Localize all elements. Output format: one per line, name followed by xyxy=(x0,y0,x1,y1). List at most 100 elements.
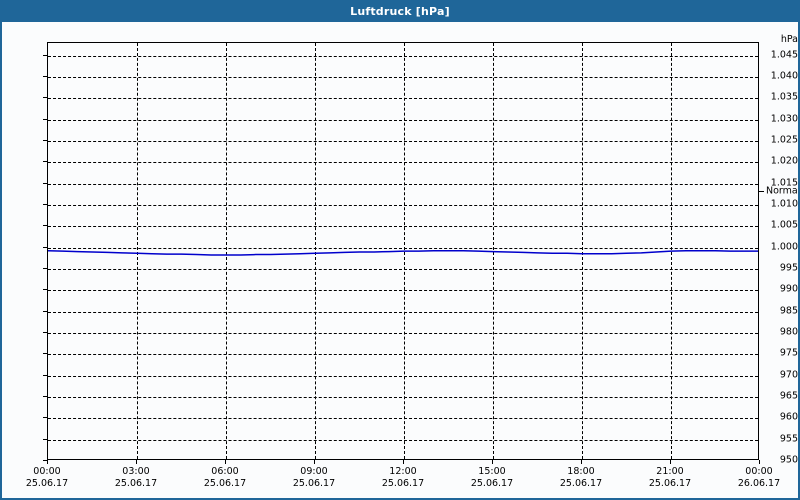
x-axis-tick-date: 25.06.17 xyxy=(559,478,603,489)
y-axis-tick-label: 1.015 xyxy=(770,177,798,189)
x-axis-tick-label: 09:00 25.06.17 xyxy=(293,466,335,490)
y-axis-tick xyxy=(43,225,47,227)
x-axis-tick-date: 25.06.17 xyxy=(470,478,514,489)
gridline-horizontal xyxy=(48,290,758,292)
y-axis-tick xyxy=(43,182,47,184)
x-axis-tick xyxy=(759,460,760,464)
y-axis-tick-label: 950 xyxy=(779,454,798,466)
y-axis-tick xyxy=(43,353,47,355)
y-axis-unit-label: hPa xyxy=(780,34,798,45)
x-axis-tick-time: 12:00 xyxy=(389,466,417,477)
x-axis-tick-label: 00:00 25.06.17 xyxy=(26,466,68,490)
gridline-vertical xyxy=(137,43,138,459)
y-axis-tick xyxy=(43,374,47,376)
x-axis-tick-label: 06:00 25.06.17 xyxy=(204,466,246,490)
y-axis-tick xyxy=(43,332,47,334)
y-axis-tick-label: 1.045 xyxy=(770,49,798,61)
y-axis-tick xyxy=(43,246,47,248)
y-axis-tick xyxy=(43,54,47,56)
normal-level-tick xyxy=(759,191,764,193)
gridline-horizontal xyxy=(48,354,758,356)
y-axis-tick xyxy=(43,310,47,312)
x-axis-tick-time: 06:00 xyxy=(211,466,239,477)
x-axis-tick xyxy=(136,460,137,464)
y-axis-tick-label: 955 xyxy=(779,433,798,445)
gridline-horizontal xyxy=(48,119,758,121)
y-axis-tick xyxy=(43,289,47,291)
y-axis-tick-label: 1.010 xyxy=(770,198,798,210)
x-axis-tick-label: 12:00 25.06.17 xyxy=(382,466,424,490)
gridline-horizontal xyxy=(48,439,758,441)
gridline-horizontal xyxy=(48,226,758,228)
gridline-horizontal xyxy=(48,397,758,399)
y-axis-tick-label: 1.035 xyxy=(770,91,798,103)
plot-area xyxy=(47,42,759,460)
y-axis-tick xyxy=(43,118,47,120)
y-axis-tick-label: 970 xyxy=(779,369,798,381)
x-axis-tick xyxy=(225,460,226,464)
y-axis-tick-label: 985 xyxy=(779,305,798,317)
x-axis-tick-label: 03:00 25.06.17 xyxy=(115,466,157,490)
gridline-horizontal xyxy=(48,162,758,164)
x-axis-tick-date: 25.06.17 xyxy=(648,478,692,489)
x-axis-tick-label: 18:00 25.06.17 xyxy=(560,466,602,490)
y-axis-tick-label: 1.005 xyxy=(770,219,798,231)
y-axis-tick xyxy=(43,97,47,99)
x-axis-tick xyxy=(403,460,404,464)
y-axis-tick-label: 980 xyxy=(779,326,798,338)
gridline-horizontal xyxy=(48,55,758,57)
y-axis-tick-label: 965 xyxy=(779,390,798,402)
x-axis-tick xyxy=(581,460,582,464)
gridline-vertical xyxy=(315,43,316,459)
x-axis-tick-label: 15:00 25.06.17 xyxy=(471,466,513,490)
y-axis-tick-label: 1.025 xyxy=(770,134,798,146)
pressure-series-line xyxy=(48,249,758,256)
x-axis-tick-label: 00:00 26.06.17 xyxy=(738,466,780,490)
gridline-horizontal xyxy=(48,205,758,207)
x-axis-tick-date: 26.06.17 xyxy=(737,478,781,489)
gridline-horizontal xyxy=(48,77,758,79)
x-axis-tick-date: 25.06.17 xyxy=(25,478,69,489)
x-axis-tick-time: 09:00 xyxy=(300,466,328,477)
normal-level-label: Normal xyxy=(766,185,800,197)
x-axis-tick-time: 03:00 xyxy=(122,466,150,477)
x-axis-tick xyxy=(47,460,48,464)
x-axis-tick-time: 18:00 xyxy=(567,466,595,477)
y-axis-tick-label: 1.030 xyxy=(770,113,798,125)
y-axis-tick xyxy=(43,76,47,78)
x-axis-tick-time: 21:00 xyxy=(656,466,684,477)
gridline-horizontal xyxy=(48,98,758,100)
x-axis-tick-label: 21:00 25.06.17 xyxy=(649,466,691,490)
gridline-horizontal xyxy=(48,183,758,185)
x-axis-tick-time: 15:00 xyxy=(478,466,506,477)
window-title-bar: Luftdruck [hPa] xyxy=(2,2,798,22)
y-axis-tick-label: 1.000 xyxy=(770,241,798,253)
y-axis-tick xyxy=(43,417,47,419)
y-axis-tick xyxy=(43,140,47,142)
gridline-horizontal xyxy=(48,269,758,271)
y-axis-tick xyxy=(43,204,47,206)
x-axis-tick-time: 00:00 xyxy=(33,466,61,477)
chart-canvas: hPa 950 955 960 965 970 975 980 985 990 995 1.000 1… xyxy=(2,22,798,498)
y-axis-tick xyxy=(43,460,47,461)
x-axis-tick-date: 25.06.17 xyxy=(292,478,336,489)
y-axis-tick xyxy=(43,161,47,163)
x-axis-tick-time: 00:00 xyxy=(745,466,773,477)
x-axis-tick xyxy=(670,460,671,464)
x-axis-tick-date: 25.06.17 xyxy=(381,478,425,489)
y-axis-tick xyxy=(43,268,47,270)
gridline-horizontal xyxy=(48,311,758,313)
x-axis-tick xyxy=(492,460,493,464)
gridline-vertical xyxy=(226,43,227,459)
y-axis-tick-label: 1.040 xyxy=(770,70,798,82)
y-axis-tick-label: 975 xyxy=(779,347,798,359)
y-axis-tick-label: 960 xyxy=(779,411,798,423)
gridline-horizontal xyxy=(48,333,758,335)
x-axis-tick xyxy=(314,460,315,464)
y-axis-tick-label: 995 xyxy=(779,262,798,274)
gridline-horizontal xyxy=(48,141,758,143)
y-axis-tick xyxy=(43,438,47,440)
y-axis-tick-label: 1.020 xyxy=(770,155,798,167)
x-axis-tick-date: 25.06.17 xyxy=(114,478,158,489)
